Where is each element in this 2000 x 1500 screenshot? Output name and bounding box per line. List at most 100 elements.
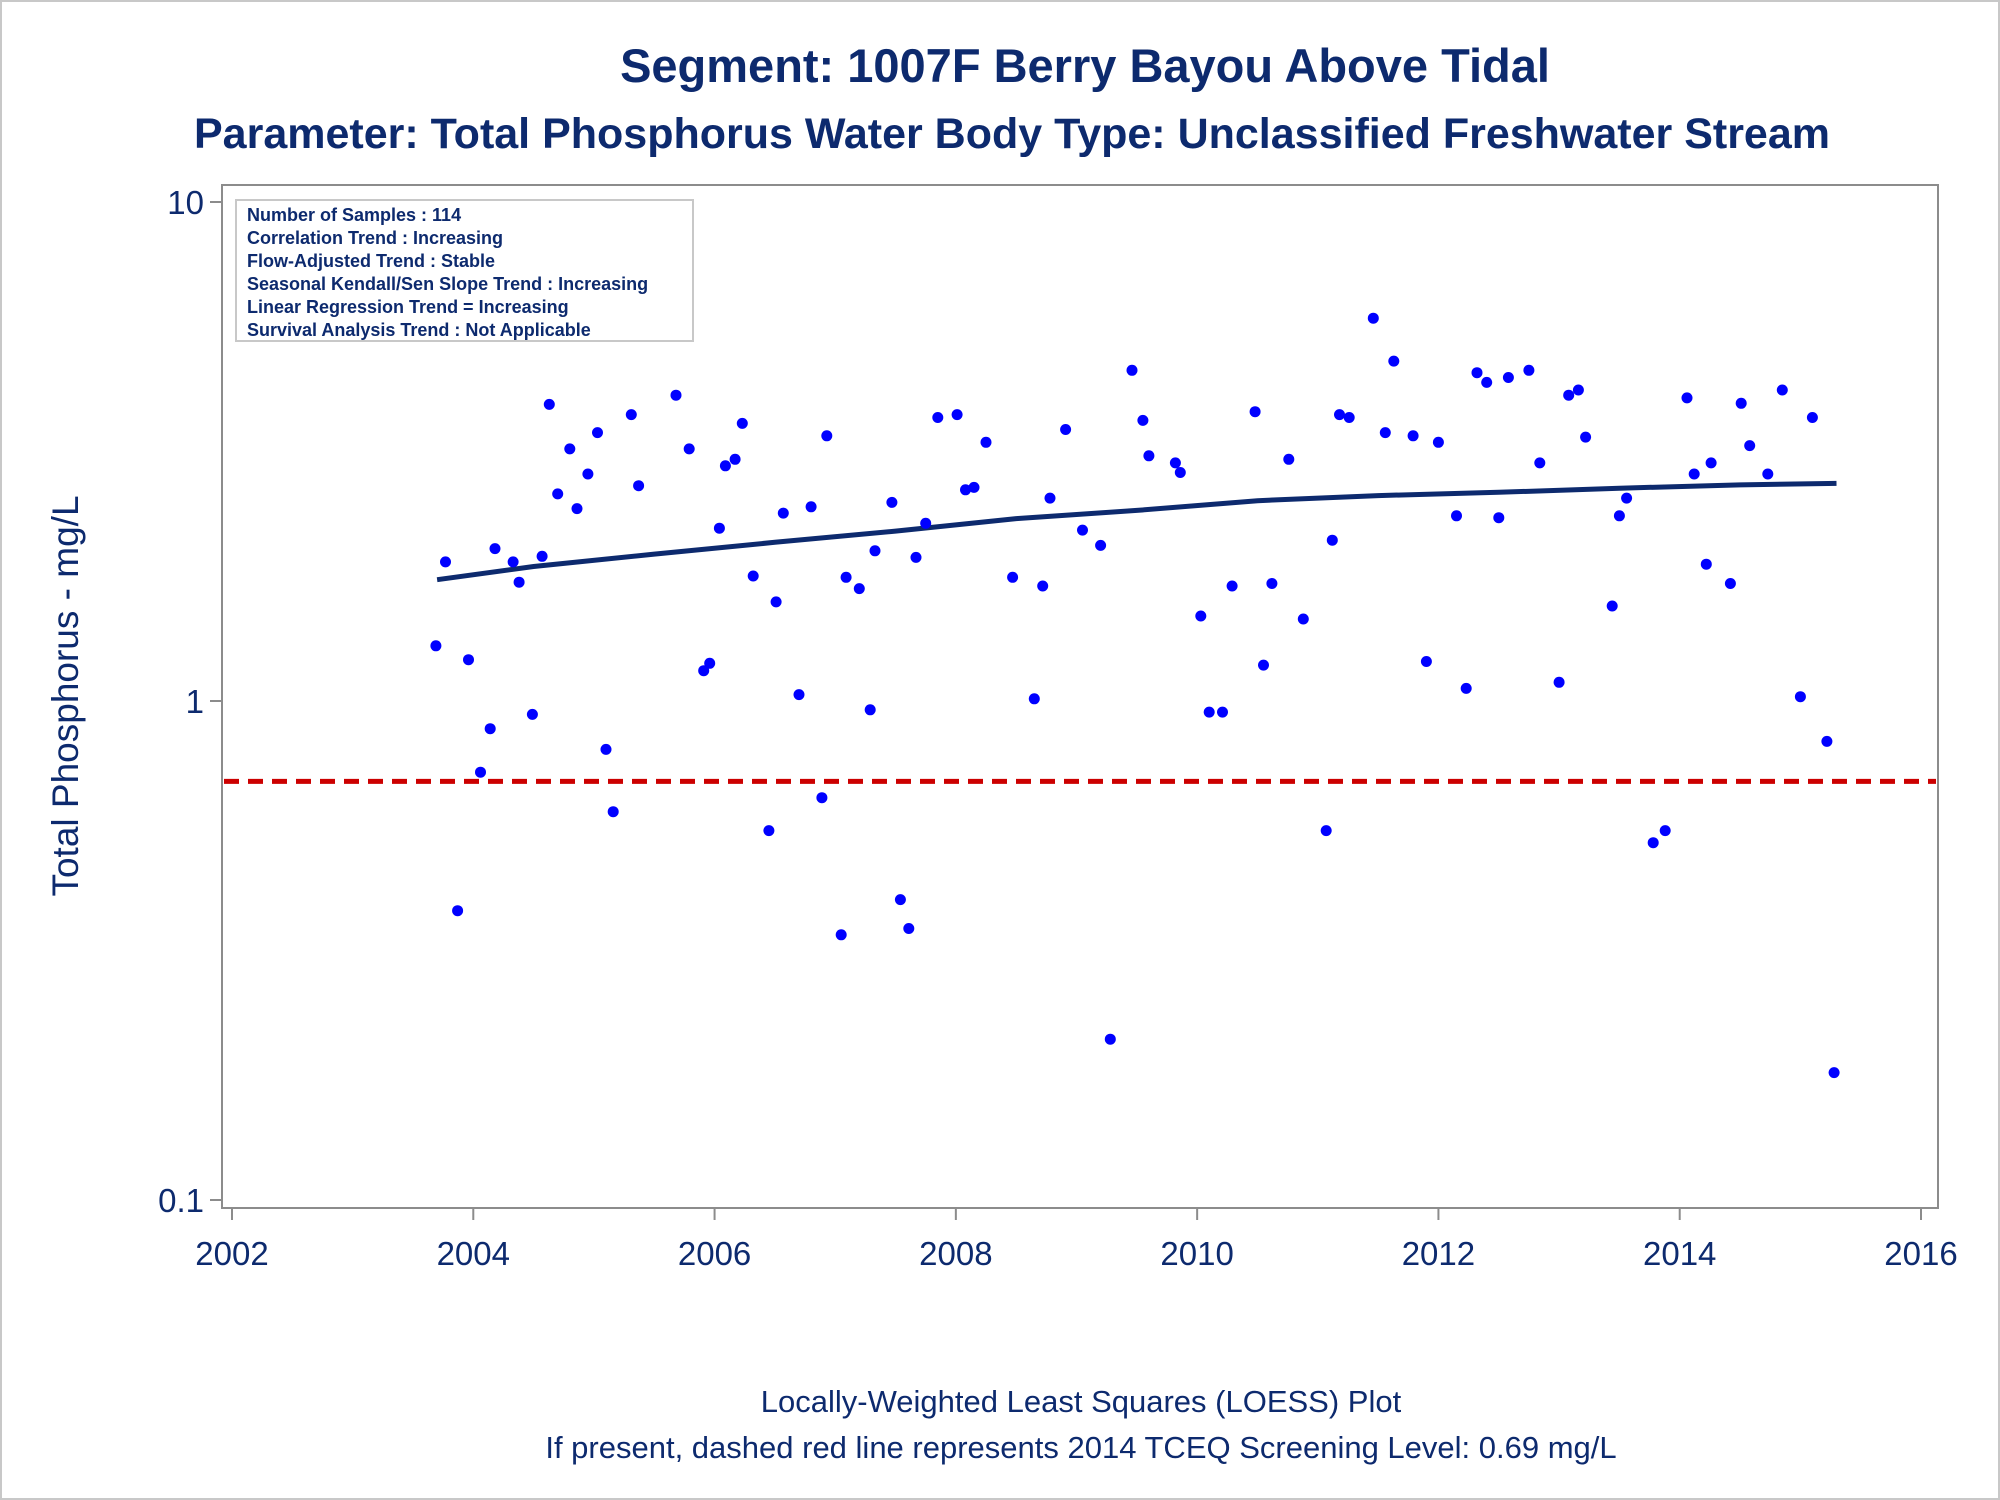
data-point xyxy=(1493,512,1505,524)
data-point xyxy=(1451,510,1462,522)
stats-line-linear-regression: Linear Regression Trend = Increasing xyxy=(247,297,569,317)
chart-title: Segment: 1007F Berry Bayou Above Tidal xyxy=(620,39,1550,92)
data-point xyxy=(1044,492,1056,504)
data-point xyxy=(1688,468,1700,480)
y-tick-label: 10 xyxy=(167,184,204,221)
data-point xyxy=(1735,397,1747,409)
data-point xyxy=(1744,440,1756,452)
data-point xyxy=(1174,467,1186,478)
data-point xyxy=(704,657,716,669)
data-point xyxy=(670,389,682,401)
data-point xyxy=(430,640,442,652)
data-point xyxy=(536,550,548,562)
data-point xyxy=(1821,735,1833,747)
data-point xyxy=(1388,355,1400,367)
data-point xyxy=(1334,409,1345,421)
data-point xyxy=(747,570,759,582)
stats-line-seasonal-kendall: Seasonal Kendall/Sen Slope Trend : Incre… xyxy=(247,274,648,294)
stats-line-correlation: Correlation Trend : Increasing xyxy=(247,228,503,248)
data-point xyxy=(1095,539,1107,551)
data-point xyxy=(463,654,474,666)
x-tick-label: 2012 xyxy=(1402,1235,1475,1272)
data-point xyxy=(1137,414,1149,426)
data-point xyxy=(1534,457,1546,469)
data-point xyxy=(1258,659,1269,671)
data-point xyxy=(821,430,833,442)
data-point xyxy=(489,543,501,555)
data-point xyxy=(729,453,741,465)
data-point xyxy=(770,596,782,608)
x-tick-label: 2002 xyxy=(195,1235,268,1272)
data-point xyxy=(1502,372,1514,383)
data-point xyxy=(1572,384,1584,396)
data-points xyxy=(430,312,1840,1079)
data-point xyxy=(507,556,519,568)
y-tick-label: 1 xyxy=(186,683,204,720)
data-point xyxy=(1326,534,1338,546)
data-point xyxy=(869,545,881,557)
data-point xyxy=(864,704,876,716)
data-point xyxy=(910,551,922,563)
data-point xyxy=(1647,837,1659,849)
x-tick-label: 2008 xyxy=(919,1235,992,1272)
data-point xyxy=(1077,524,1088,536)
data-point xyxy=(719,460,731,472)
data-point xyxy=(980,436,992,448)
data-point xyxy=(1037,580,1049,592)
data-point xyxy=(1007,571,1019,583)
x-axis: 2002 2004 2006 2008 2010 2012 2014 2016 xyxy=(195,1208,1958,1272)
data-point xyxy=(894,894,906,906)
stats-box-border xyxy=(235,199,694,342)
data-point xyxy=(1343,412,1355,423)
loess-curve xyxy=(436,480,1837,583)
data-point xyxy=(571,503,583,515)
data-point xyxy=(1828,1067,1840,1079)
data-point xyxy=(932,412,944,423)
footnote-screening: If present, dashed red line represents 2… xyxy=(545,1430,1616,1465)
data-point xyxy=(683,443,695,455)
data-point xyxy=(793,689,805,701)
data-point xyxy=(1283,453,1295,465)
data-point xyxy=(1621,492,1633,504)
data-point xyxy=(1471,367,1483,379)
data-point xyxy=(526,708,538,720)
data-point xyxy=(1266,578,1278,589)
chart-subtitle: Parameter: Total Phosphorus Water Body T… xyxy=(194,110,1830,158)
data-point xyxy=(1724,578,1736,589)
data-point xyxy=(1060,424,1072,435)
data-point xyxy=(1523,364,1535,376)
x-tick-label: 2006 xyxy=(678,1235,751,1272)
x-tick-label: 2004 xyxy=(437,1235,510,1272)
data-point xyxy=(552,488,564,500)
data-point xyxy=(1762,468,1774,480)
data-point xyxy=(816,792,828,804)
data-point xyxy=(1681,392,1693,404)
data-point xyxy=(736,417,748,429)
data-point xyxy=(840,571,852,583)
data-point xyxy=(968,481,980,493)
data-point xyxy=(1104,1033,1116,1045)
data-point xyxy=(484,723,496,735)
data-point xyxy=(1367,312,1379,324)
data-point xyxy=(698,665,710,677)
data-point xyxy=(763,825,775,837)
stats-line-samples: Number of Samples : 114 xyxy=(247,205,461,225)
data-point xyxy=(1613,510,1625,522)
data-point xyxy=(1379,427,1391,439)
data-point xyxy=(1217,706,1228,718)
data-point xyxy=(440,556,451,568)
data-point xyxy=(1606,600,1618,612)
data-point xyxy=(805,501,817,513)
stats-box: Number of Samples : 114 Correlation Tren… xyxy=(235,199,694,342)
data-point xyxy=(1700,558,1712,570)
data-point xyxy=(1226,580,1238,592)
data-point xyxy=(1460,682,1472,694)
data-point xyxy=(1580,431,1592,443)
data-point xyxy=(1126,364,1138,376)
data-point xyxy=(600,743,612,755)
data-point xyxy=(1563,389,1575,401)
data-point xyxy=(777,507,789,519)
data-point xyxy=(1481,376,1493,388)
